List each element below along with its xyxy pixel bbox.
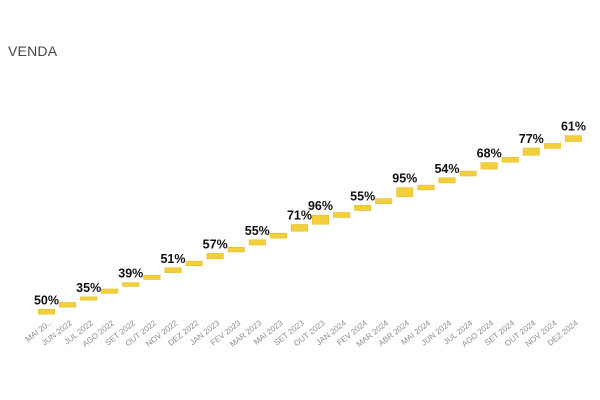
data-label-25: 61%: [561, 120, 586, 134]
bar-13: [311, 214, 329, 225]
bar-7: [185, 260, 203, 267]
bar-23: [522, 147, 540, 156]
data-label-4: 39%: [118, 267, 143, 281]
bar-4: [122, 282, 140, 287]
data-label-17: 95%: [392, 172, 417, 186]
chart-title: VENDA: [8, 43, 58, 59]
data-label-15: 55%: [350, 189, 375, 203]
bar-3: [101, 288, 119, 294]
bar-19: [438, 177, 456, 184]
bar-9: [227, 247, 245, 253]
bar-16: [375, 198, 393, 204]
bar-11: [269, 232, 287, 239]
bar-25: [564, 135, 582, 142]
bar-24: [543, 143, 561, 149]
bar-12: [290, 224, 308, 232]
data-label-2: 35%: [76, 281, 101, 295]
bar-20: [459, 170, 477, 177]
data-label-10: 55%: [245, 224, 270, 238]
bar-5: [143, 274, 161, 280]
data-label-0: 50%: [34, 293, 59, 307]
bar-15: [354, 205, 372, 211]
bar-22: [501, 157, 519, 163]
bar-2: [80, 296, 98, 301]
data-label-12: 71%: [287, 209, 312, 223]
bar-8: [206, 253, 224, 260]
bar-18: [417, 184, 435, 191]
bar-21: [480, 162, 498, 170]
bar-14: [333, 212, 351, 218]
bar-17: [396, 187, 414, 197]
data-label-8: 57%: [203, 237, 228, 251]
data-label-13: 96%: [308, 199, 333, 213]
bar-6: [164, 267, 182, 273]
data-label-23: 77%: [519, 132, 544, 146]
data-label-21: 68%: [477, 147, 502, 161]
bar-10: [248, 239, 266, 246]
data-label-19: 54%: [434, 162, 459, 176]
bar-0: [37, 308, 55, 315]
data-label-6: 51%: [160, 252, 185, 266]
bar-1: [59, 302, 77, 308]
